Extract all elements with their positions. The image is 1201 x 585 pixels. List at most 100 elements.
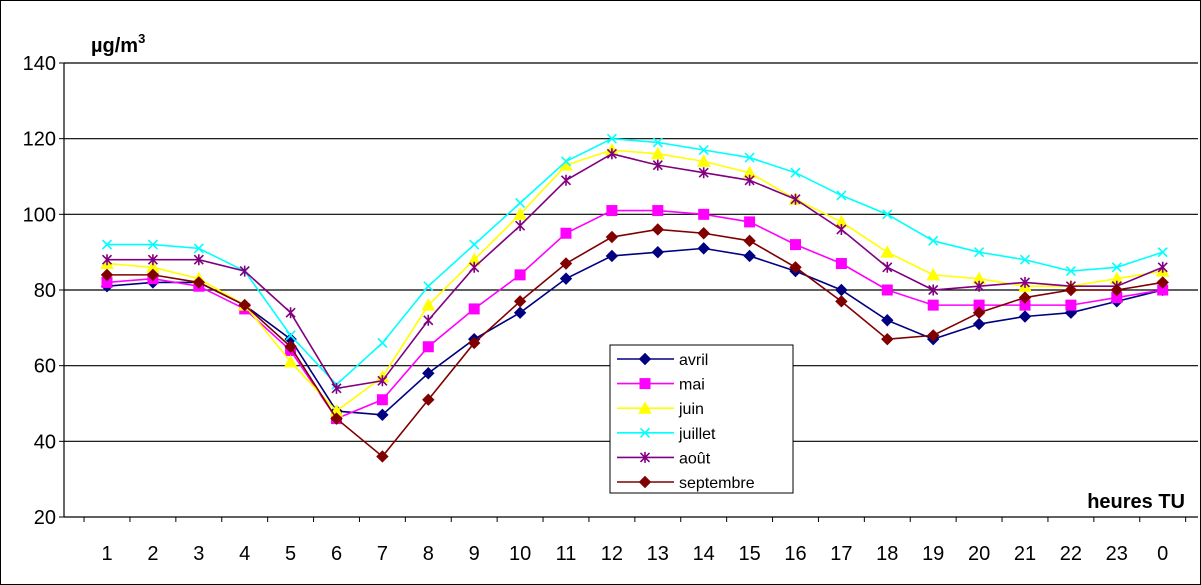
data-point (560, 174, 572, 186)
legend-label: septembre (679, 475, 755, 492)
series-line (107, 137, 1163, 386)
data-point (422, 393, 435, 406)
legend-entry: avril (617, 352, 708, 369)
series-line (107, 228, 1163, 458)
data-point (881, 332, 894, 346)
data-point (926, 267, 941, 281)
data-point (1065, 299, 1077, 311)
data-point (193, 254, 204, 266)
data-point (882, 209, 893, 220)
legend-box (609, 344, 794, 494)
data-point (790, 239, 801, 251)
data-point (1157, 247, 1168, 258)
data-point (468, 303, 480, 315)
data-point (928, 235, 939, 246)
data-point (514, 269, 526, 281)
x-tick-label: 9 (469, 543, 480, 565)
data-point (650, 146, 665, 160)
data-point (835, 258, 847, 270)
data-point (330, 412, 343, 425)
data-point (789, 261, 802, 274)
x-tick-label: 15 (738, 543, 760, 565)
legend-marker (639, 451, 651, 463)
data-point (1157, 261, 1168, 273)
x-axis-unit-label: heures TU (1087, 491, 1185, 513)
legend-marker (638, 352, 652, 366)
series-lines (100, 133, 1170, 463)
x-tick-label: 2 (147, 543, 158, 565)
series-juillet (101, 133, 1168, 390)
data-point (1019, 276, 1031, 288)
data-point (606, 148, 617, 160)
data-point (743, 234, 756, 248)
series-line (107, 152, 1164, 390)
data-point (513, 295, 527, 308)
data-point (100, 268, 114, 282)
data-point (1064, 283, 1078, 297)
data-point (836, 223, 847, 235)
data-point (972, 317, 986, 331)
y-tick-label: 40 (34, 431, 56, 453)
y-tick-label: 120 (23, 129, 56, 151)
legend-label: juillet (678, 426, 716, 443)
data-point (881, 284, 893, 296)
x-tick-label: 22 (1060, 543, 1082, 565)
data-point (744, 152, 755, 163)
series-line (106, 209, 1163, 420)
data-point (698, 167, 709, 179)
x-tick-label: 20 (968, 543, 990, 565)
data-point (559, 272, 573, 285)
data-point (193, 243, 204, 254)
series-août (101, 148, 1168, 394)
data-point (560, 156, 572, 167)
y-tick-label: 20 (34, 507, 56, 529)
data-point (652, 137, 663, 148)
x-tick-label: 10 (509, 543, 531, 565)
data-point (421, 298, 436, 311)
data-point (147, 254, 158, 266)
x-tick-label: 18 (876, 543, 898, 565)
y-tick-label: 80 (34, 280, 56, 302)
legend-entry: juin (617, 401, 704, 418)
data-point (285, 330, 296, 341)
data-point (606, 205, 618, 217)
data-point (1018, 310, 1032, 323)
data-point (422, 367, 435, 380)
data-point (469, 261, 480, 273)
data-point (698, 208, 710, 220)
legend-marker (638, 475, 652, 489)
data-point (698, 144, 709, 156)
data-point (1156, 276, 1169, 289)
data-point (422, 341, 434, 353)
data-point (790, 167, 801, 178)
data-point (559, 257, 573, 270)
y-tick-label: 140 (23, 53, 56, 75)
x-tick-label: 12 (601, 543, 623, 565)
y-axis-unit-base: µg/m (91, 35, 138, 57)
series-line (106, 149, 1163, 413)
data-point (467, 336, 481, 350)
data-point (651, 245, 665, 259)
y-axis-unit-label: µg/m3 (91, 31, 145, 57)
x-tick-label: 13 (647, 543, 669, 565)
data-point (377, 337, 388, 349)
legend-entry: mai (617, 377, 705, 394)
data-point (101, 239, 113, 250)
data-point (697, 242, 710, 255)
data-point (605, 249, 619, 263)
data-point (836, 190, 847, 201)
legend-label: avril (679, 352, 708, 369)
x-tick-label: 1 (101, 543, 112, 565)
x-tick-label: 19 (922, 543, 944, 565)
data-point (605, 230, 619, 244)
data-point (515, 220, 526, 232)
data-point (423, 281, 434, 292)
y-axis-unit-superscript: 3 (138, 31, 145, 46)
data-point (513, 306, 527, 319)
data-point (697, 227, 710, 240)
x-tick-label: 0 (1157, 543, 1168, 565)
legend-label: mai (679, 377, 705, 394)
data-point (882, 261, 893, 273)
x-tick-label: 4 (239, 543, 250, 565)
